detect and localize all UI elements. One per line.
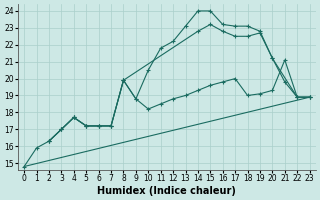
X-axis label: Humidex (Indice chaleur): Humidex (Indice chaleur): [98, 186, 236, 196]
